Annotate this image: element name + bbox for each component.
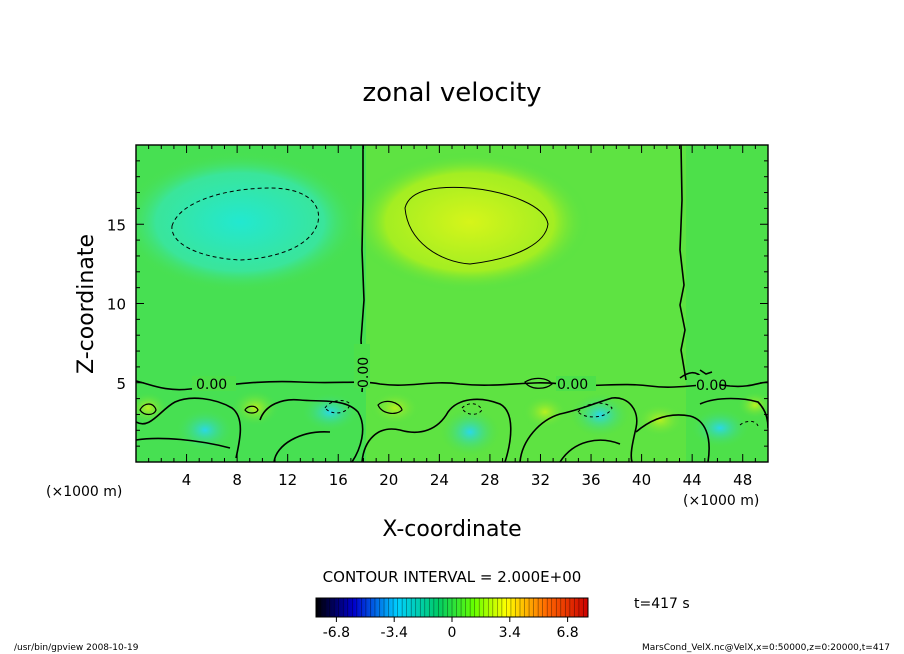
surface-cell-6 xyxy=(139,377,553,416)
colorbar: -6.8 -3.4 0 3.4 6.8 xyxy=(315,597,589,641)
footer-left: /usr/bin/gpview 2008-10-19 xyxy=(14,643,139,653)
x-tick-label: 16 xyxy=(329,471,348,489)
x-tick-label: 48 xyxy=(733,471,752,489)
colorbar-tick-label: -6.8 xyxy=(323,625,350,641)
x-tick-label: 44 xyxy=(683,471,702,489)
surface-cell-4 xyxy=(519,397,638,462)
colorbar-tick-label: 3.4 xyxy=(499,625,521,641)
y-tick-label: 5 xyxy=(116,375,126,393)
surface-cell-3 xyxy=(361,398,512,462)
positive-core xyxy=(350,152,590,292)
colorbar-ticks: -6.8 -3.4 0 3.4 6.8 xyxy=(323,617,579,641)
surface-cell-2 xyxy=(259,398,364,462)
contour-label: 0.00 xyxy=(196,377,227,393)
x-tick-label: 24 xyxy=(430,471,449,489)
colorbar-stripes xyxy=(315,598,589,617)
contour-label: 0.00 xyxy=(557,377,588,393)
negative-core xyxy=(136,152,360,292)
zero-contour-right xyxy=(679,145,687,381)
colorbar-tick-label: 6.8 xyxy=(556,625,578,641)
surface-cell-1 xyxy=(136,397,242,459)
x-tick-label: 36 xyxy=(581,471,600,489)
contour-label: 0.00 xyxy=(696,378,727,394)
x-unit-right: (×1000 m) xyxy=(683,493,759,509)
x-tick-label: 8 xyxy=(232,471,242,489)
y-axis-ticks: 5 10 15 xyxy=(107,160,768,447)
chart-title: zonal velocity xyxy=(362,78,541,108)
y-axis-label: Z-coordinate xyxy=(74,234,99,374)
x-tick-label: 28 xyxy=(480,471,499,489)
x-tick-label: 40 xyxy=(632,471,651,489)
time-label: t=417 s xyxy=(634,596,690,612)
x-tick-label: 4 xyxy=(182,471,192,489)
x-tick-label: 20 xyxy=(379,471,398,489)
plot-area: 0.00 0.00 0.00 0.00 xyxy=(136,145,768,462)
y-tick-label: 10 xyxy=(107,296,126,314)
y-tick-label: 15 xyxy=(107,216,126,234)
x-axis-label: X-coordinate xyxy=(382,517,521,542)
contour-label-group: 0.00 0.00 0.00 0.00 xyxy=(192,344,727,394)
x-axis-ticks: 4 8 12 16 20 24 28 32 36 40 44 48 xyxy=(148,145,756,489)
contour-label: 0.00 xyxy=(356,357,372,388)
negative-contour-upper xyxy=(171,187,320,261)
colorbar-tick-label: 0 xyxy=(448,625,457,641)
x-tick-label: 32 xyxy=(531,471,550,489)
contour-interval-text: CONTOUR INTERVAL = 2.000E+00 xyxy=(323,568,582,586)
x-tick-label: 12 xyxy=(278,471,297,489)
positive-contour-upper xyxy=(404,186,549,265)
colorbar-tick-label: -3.4 xyxy=(381,625,408,641)
x-unit-left: (×1000 m) xyxy=(46,484,122,500)
footer-right: MarsCond_VelX.nc@VelX,x=0:50000,z=0:2000… xyxy=(642,643,890,653)
